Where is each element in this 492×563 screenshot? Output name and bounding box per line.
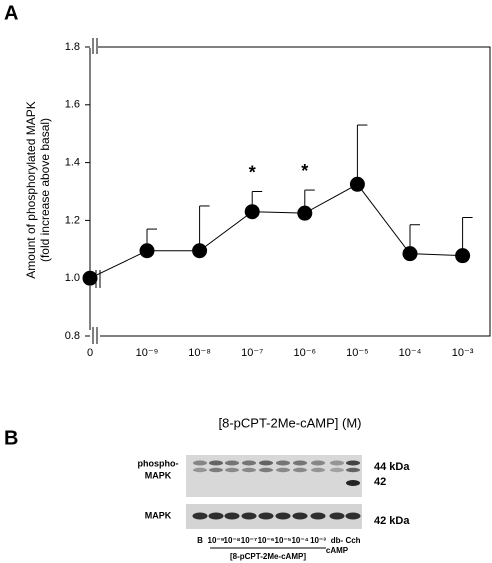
lane-label: cAMP — [326, 546, 349, 555]
blot-band — [192, 512, 208, 520]
lane-label: B — [197, 536, 203, 545]
blot-band — [311, 460, 325, 466]
data-line — [89, 183, 463, 279]
size-label: 44 kDa — [374, 461, 410, 473]
data-point — [192, 243, 208, 259]
y-tick-label: 1.6 — [65, 99, 80, 111]
data-point — [244, 204, 260, 220]
blot-band — [258, 512, 274, 520]
lane-label: 10⁻⁵ — [275, 536, 292, 545]
y-axis-title-line: (fold increase above basal) — [38, 118, 52, 262]
blot-row-label: phospho- — [138, 458, 179, 468]
x-tick-label: 10⁻⁷ — [241, 347, 263, 359]
blot-band — [293, 460, 307, 466]
blot-band — [329, 512, 345, 520]
blot-band — [293, 467, 307, 473]
data-point — [402, 246, 418, 262]
blot-band — [276, 467, 290, 473]
x-tick-label: 10⁻⁶ — [294, 347, 317, 359]
blot-band — [346, 467, 360, 473]
blot-band — [310, 512, 326, 520]
blot-band — [224, 512, 240, 520]
data-point — [455, 248, 471, 264]
lane-label: 10⁻⁷ — [241, 536, 257, 545]
error-bar — [356, 124, 368, 185]
y-axis-title: Amount of phosphorylated MAPK (fold incr… — [24, 101, 52, 278]
blot-band — [345, 512, 361, 520]
blot-row-label: MAPK — [145, 510, 172, 520]
data-point — [349, 176, 365, 192]
blot-band — [242, 467, 256, 473]
blot-row-label: MAPK — [145, 470, 172, 480]
y-tick-label: 1.4 — [65, 157, 80, 169]
blot-band — [225, 460, 239, 466]
lane-label: 10⁻⁴ — [291, 536, 308, 545]
lane-label: 10⁻⁸ — [224, 536, 241, 545]
lane-label: db- — [331, 536, 344, 545]
blot-band — [225, 467, 239, 473]
size-label: 42 kDa — [374, 515, 410, 527]
blot-band — [259, 460, 273, 466]
bracket-label: [8-pCPT-2Me-cAMP] — [230, 552, 306, 561]
blot-band — [346, 480, 360, 486]
blot-band — [241, 512, 257, 520]
blot-band — [275, 512, 291, 520]
blot-band — [208, 512, 224, 520]
blot-band — [193, 467, 207, 473]
panel-label: B — [4, 427, 18, 449]
axis-break — [84, 38, 101, 344]
x-axis-title: [8-pCPT-2Me-cAMP] (M) — [218, 415, 361, 430]
blot-band — [330, 460, 344, 466]
x-tick-label: 10⁻⁹ — [136, 347, 159, 359]
x-tick-label: 10⁻⁸ — [188, 347, 211, 359]
x-tick-label: 10⁻⁵ — [346, 347, 369, 359]
x-tick-label: 10⁻⁴ — [399, 347, 422, 359]
data-point — [82, 270, 98, 286]
y-tick-label: 1.2 — [65, 214, 80, 226]
blot-band — [242, 460, 256, 466]
plot-frame — [89, 46, 491, 337]
blot-band — [259, 467, 273, 473]
blot-band — [209, 460, 223, 466]
lane-label: Cch — [345, 536, 360, 545]
significance-label: * — [301, 161, 308, 181]
data-point — [297, 205, 313, 221]
blot-band — [330, 467, 344, 473]
blot-band — [193, 460, 207, 466]
data-point — [139, 243, 155, 259]
panel-label: A — [4, 2, 18, 24]
blot-band — [209, 467, 223, 473]
y-tick-label: 1.8 — [65, 41, 80, 53]
blot-image — [186, 455, 362, 529]
x-tick-label: 10⁻³ — [452, 347, 474, 359]
y-tick-label: 0.8 — [65, 330, 80, 342]
x-tick-label: 0 — [87, 347, 93, 359]
lane-label: 10⁻⁶ — [258, 536, 275, 545]
blot-band — [276, 460, 290, 466]
blot-band — [346, 460, 360, 466]
size-label: 42 — [374, 476, 386, 488]
lane-label: 10⁻³ — [310, 536, 326, 545]
blot-band — [292, 512, 308, 520]
lane-label: 10⁻⁹ — [208, 536, 225, 545]
significance-label: * — [249, 162, 256, 182]
y-axis-title-line: Amount of phosphorylated MAPK — [24, 101, 38, 278]
blot-band — [311, 467, 325, 473]
y-tick-label: 1.0 — [65, 272, 80, 284]
